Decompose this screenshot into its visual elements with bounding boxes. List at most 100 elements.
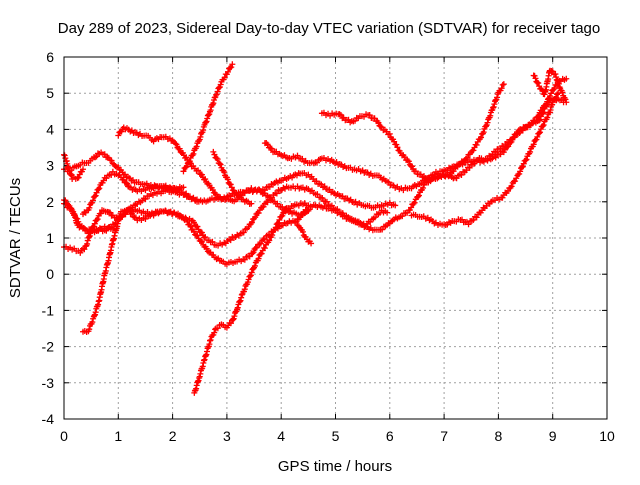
data-point xyxy=(494,94,501,101)
data-point xyxy=(224,176,231,183)
data-point xyxy=(115,132,122,139)
series-track-m xyxy=(318,75,570,185)
data-markers xyxy=(61,61,570,396)
data-point xyxy=(546,93,553,100)
data-point xyxy=(470,216,477,223)
data-point xyxy=(75,174,82,181)
x-tick-label: 0 xyxy=(60,428,68,444)
data-point xyxy=(554,77,561,84)
data-point xyxy=(466,164,473,171)
y-tick-label: -3 xyxy=(42,375,55,391)
data-point xyxy=(341,212,348,219)
data-point xyxy=(550,86,557,93)
y-tick-label: 5 xyxy=(46,85,54,101)
data-point xyxy=(209,186,216,193)
data-point xyxy=(228,184,235,191)
data-point xyxy=(508,183,515,190)
data-point xyxy=(264,141,271,148)
y-tick-label: -4 xyxy=(42,411,55,427)
data-point xyxy=(217,81,224,88)
data-point xyxy=(216,160,223,167)
data-point xyxy=(97,210,104,217)
data-point xyxy=(301,210,308,217)
data-point xyxy=(194,232,201,239)
data-point xyxy=(246,253,253,260)
data-point xyxy=(499,81,506,88)
data-point xyxy=(562,96,569,103)
data-point xyxy=(491,101,498,108)
data-point xyxy=(221,169,228,176)
data-point xyxy=(248,200,255,207)
chart-title: Day 289 of 2023, Sidereal Day-to-day VTE… xyxy=(58,20,600,37)
data-point xyxy=(539,110,546,117)
data-point xyxy=(540,109,547,116)
data-point xyxy=(508,138,515,145)
data-point xyxy=(484,119,491,126)
data-point xyxy=(227,237,234,244)
data-point xyxy=(251,262,258,269)
data-point xyxy=(107,209,114,216)
data-point xyxy=(94,216,101,223)
data-point xyxy=(540,121,547,128)
data-point xyxy=(282,208,289,215)
data-point xyxy=(480,129,487,136)
data-point xyxy=(183,154,190,161)
data-point xyxy=(75,218,82,225)
data-point xyxy=(534,133,541,140)
x-tick-label: 2 xyxy=(169,428,177,444)
x-tick-label: 10 xyxy=(599,428,615,444)
data-point xyxy=(536,130,543,137)
data-point xyxy=(195,137,202,144)
data-point xyxy=(180,168,187,175)
data-point xyxy=(393,141,400,148)
data-point xyxy=(548,90,555,97)
data-point xyxy=(549,68,556,75)
data-point xyxy=(411,199,418,206)
data-point xyxy=(516,130,523,137)
data-point xyxy=(258,250,265,257)
data-point xyxy=(186,158,193,165)
data-point xyxy=(555,80,562,87)
data-point xyxy=(559,89,566,96)
data-point xyxy=(248,219,255,226)
data-point xyxy=(213,91,220,98)
x-tick-label: 8 xyxy=(495,428,503,444)
data-point xyxy=(563,99,570,106)
data-point xyxy=(553,74,560,81)
data-point xyxy=(229,61,236,68)
data-point xyxy=(536,117,543,124)
y-tick-label: 2 xyxy=(46,194,54,210)
series-track-g xyxy=(80,206,315,335)
data-point xyxy=(471,160,478,167)
data-point xyxy=(92,192,99,199)
data-point xyxy=(176,145,183,152)
data-point xyxy=(556,83,563,90)
data-point xyxy=(90,223,97,230)
data-point xyxy=(260,203,267,210)
data-point xyxy=(513,175,520,182)
x-tick-label: 1 xyxy=(114,428,122,444)
data-point xyxy=(203,118,210,125)
data-point xyxy=(193,143,200,150)
data-point xyxy=(473,141,480,148)
data-point xyxy=(214,156,221,163)
data-point xyxy=(194,223,201,230)
data-point xyxy=(185,159,192,166)
data-point xyxy=(240,229,247,236)
data-point xyxy=(408,204,415,211)
data-point xyxy=(197,133,204,140)
data-point xyxy=(212,326,219,333)
plot-frame xyxy=(63,56,608,420)
data-point xyxy=(213,155,220,162)
data-point xyxy=(458,172,465,179)
data-point xyxy=(227,181,234,188)
data-point xyxy=(198,171,205,178)
data-point xyxy=(527,148,534,155)
data-point xyxy=(248,269,255,276)
data-point xyxy=(563,75,570,82)
y-tick-label: 6 xyxy=(46,49,54,65)
data-point xyxy=(183,215,190,222)
data-point xyxy=(261,245,268,252)
data-point xyxy=(230,316,237,323)
